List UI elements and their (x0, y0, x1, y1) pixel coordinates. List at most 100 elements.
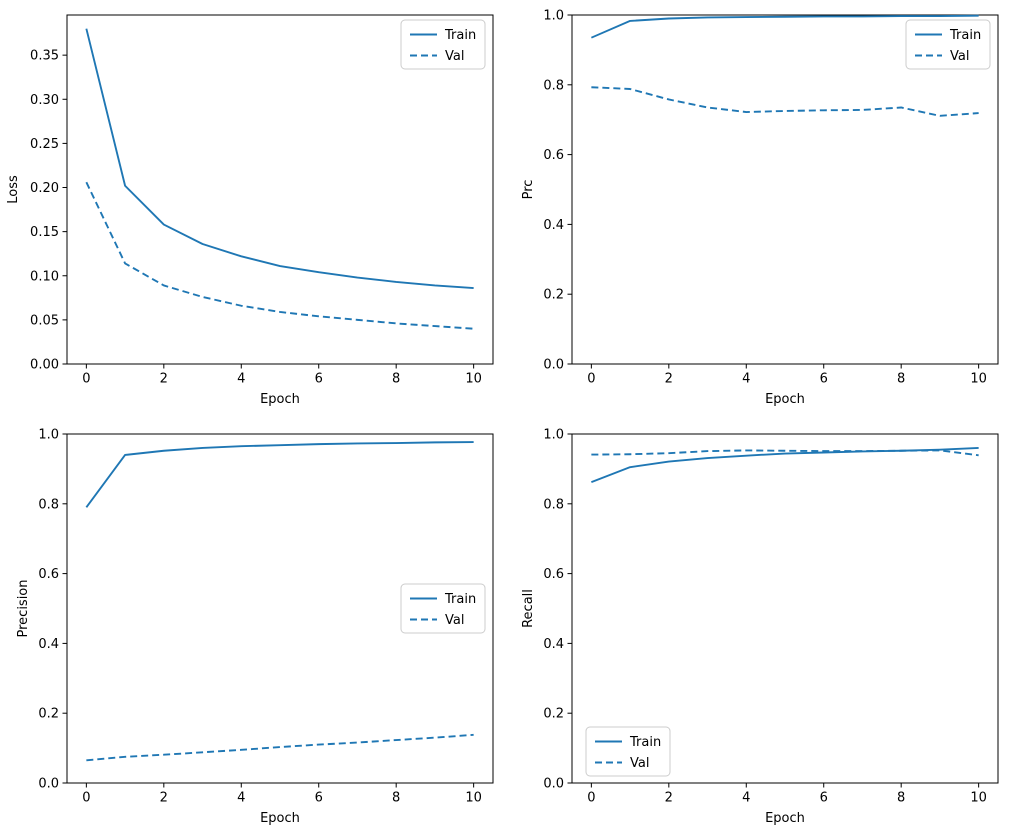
x-tick-label: 8 (392, 372, 400, 387)
legend-frame (905, 19, 991, 70)
legend-train-label: Train (949, 28, 981, 43)
loss-val-line (85, 181, 474, 330)
x-tick-label: 0 (587, 791, 595, 806)
x-axis: 0 2 4 6 8 10 (587, 783, 987, 806)
y-tick-label: 1.0 (543, 9, 564, 24)
x-tick-label: 0 (82, 372, 90, 387)
precision-val-line (86, 733, 474, 762)
x-tick-label: 2 (160, 791, 168, 806)
x-tick-label: 0 (82, 791, 90, 806)
y-tick-label: 0.2 (543, 288, 564, 303)
prc-train-line (590, 14, 979, 39)
x-tick-label: 8 (897, 372, 905, 387)
legend: Train Val (585, 726, 671, 777)
y-tick-label: 0.10 (30, 269, 59, 284)
x-axis: 0 2 4 6 8 10 (587, 364, 987, 387)
y-tick-label: 0.4 (543, 218, 564, 233)
prc-chart: 0 2 4 6 8 10 0.0 0.2 0.4 0.6 0.8 1.0 Epoch Prc Train Va… (521, 9, 999, 407)
y-tick-label: 1.0 (543, 428, 564, 443)
precision-chart: 0 2 4 6 8 10 0.0 0.2 0.4 0.6 0.8 1.0 Epoch Precision T… (16, 428, 494, 826)
x-tick-label: 6 (315, 791, 323, 806)
x-tick-label: 4 (742, 372, 750, 387)
y-tick-label: 0.8 (543, 78, 564, 93)
x-axis-label: Epoch (765, 811, 805, 826)
subplot-recall: 0 2 4 6 8 10 0.0 0.2 0.4 0.6 0.8 1.0 Epoch Recall Trai… (505, 419, 1010, 838)
x-tick-label: 10 (465, 791, 482, 806)
y-axis: 0.0 0.2 0.4 0.6 0.8 1.0 (543, 9, 572, 373)
subplot-prc: 0 2 4 6 8 10 0.0 0.2 0.4 0.6 0.8 1.0 Epoch Prc Train Va… (505, 0, 1010, 419)
legend-train-label: Train (444, 28, 476, 43)
y-axis-label: Prc (521, 180, 536, 200)
x-axis: 0 2 4 6 8 10 (82, 783, 482, 806)
legend-frame (585, 726, 671, 777)
y-axis-label: Precision (16, 579, 31, 637)
legend-val-label: Val (950, 49, 969, 64)
legend-frame (400, 19, 486, 70)
legend-val-label: Val (630, 756, 649, 771)
x-tick-label: 8 (897, 791, 905, 806)
y-axis-label: Recall (521, 589, 536, 628)
axes-frame (66, 14, 494, 365)
x-tick-label: 2 (160, 372, 168, 387)
y-tick-label: 0.25 (30, 137, 59, 152)
precision-train-line (85, 441, 474, 508)
y-tick-label: 0.20 (30, 181, 59, 196)
x-tick-label: 4 (742, 791, 750, 806)
legend-frame (400, 583, 486, 634)
y-tick-label: 0.2 (543, 707, 564, 722)
axes-frame (66, 433, 494, 784)
x-tick-label: 2 (665, 372, 673, 387)
y-tick-label: 0.6 (543, 567, 564, 582)
axes-frame (571, 14, 999, 365)
x-tick-label: 10 (970, 372, 987, 387)
x-axis-label: Epoch (260, 811, 300, 826)
x-tick-label: 2 (665, 791, 673, 806)
x-tick-label: 6 (820, 791, 828, 806)
legend: Train Val (400, 583, 486, 634)
legend-val-label: Val (445, 49, 464, 64)
recall-val-line (591, 449, 979, 457)
y-axis: 0.0 0.2 0.4 0.6 0.8 1.0 (38, 428, 67, 792)
legend-train-label: Train (444, 592, 476, 607)
y-tick-label: 0.0 (543, 358, 564, 373)
x-axis-label: Epoch (260, 392, 300, 407)
y-tick-label: 0.4 (38, 637, 59, 652)
legend: Train Val (905, 19, 991, 70)
prc-val-line (591, 86, 979, 117)
y-tick-label: 0.6 (38, 567, 59, 582)
y-tick-label: 0.2 (38, 707, 59, 722)
legend-train-label: Train (629, 735, 661, 750)
y-tick-label: 0.0 (543, 777, 564, 792)
subplot-loss: 0 2 4 6 8 10 0.00 0.05 0.10 0.15 0.20 0.25 0.30 0.35 E… (0, 0, 505, 419)
loss-chart: 0 2 4 6 8 10 0.00 0.05 0.10 0.15 0.20 0.25 0.30 0.35 E… (6, 14, 494, 407)
y-tick-label: 0.35 (30, 49, 59, 64)
legend: Train Val (400, 19, 486, 70)
axes-frame (571, 433, 999, 784)
y-tick-label: 0.00 (30, 358, 59, 373)
y-axis-label: Loss (6, 175, 21, 204)
recall-chart: 0 2 4 6 8 10 0.0 0.2 0.4 0.6 0.8 1.0 Epoch Recall Trai… (521, 428, 999, 826)
y-tick-label: 0.8 (38, 497, 59, 512)
x-tick-label: 6 (820, 372, 828, 387)
x-tick-label: 10 (465, 372, 482, 387)
x-axis: 0 2 4 6 8 10 (82, 364, 482, 387)
x-tick-label: 8 (392, 791, 400, 806)
y-tick-label: 0.30 (30, 93, 59, 108)
y-tick-label: 0.8 (543, 497, 564, 512)
x-tick-label: 6 (315, 372, 323, 387)
legend-val-label: Val (445, 613, 464, 628)
subplot-precision: 0 2 4 6 8 10 0.0 0.2 0.4 0.6 0.8 1.0 Epoch Precision T… (0, 419, 505, 838)
y-tick-label: 0.0 (38, 777, 59, 792)
x-tick-label: 0 (587, 372, 595, 387)
y-tick-label: 0.05 (30, 313, 59, 328)
y-tick-label: 0.6 (543, 148, 564, 163)
x-tick-label: 4 (237, 791, 245, 806)
y-tick-label: 0.4 (543, 637, 564, 652)
y-tick-label: 1.0 (38, 428, 59, 443)
x-tick-label: 10 (970, 791, 987, 806)
y-axis: 0.0 0.2 0.4 0.6 0.8 1.0 (543, 428, 572, 792)
loss-train-line (85, 28, 474, 290)
y-tick-label: 0.15 (30, 225, 59, 240)
y-axis: 0.00 0.05 0.10 0.15 0.20 0.25 0.30 0.35 (30, 49, 67, 373)
